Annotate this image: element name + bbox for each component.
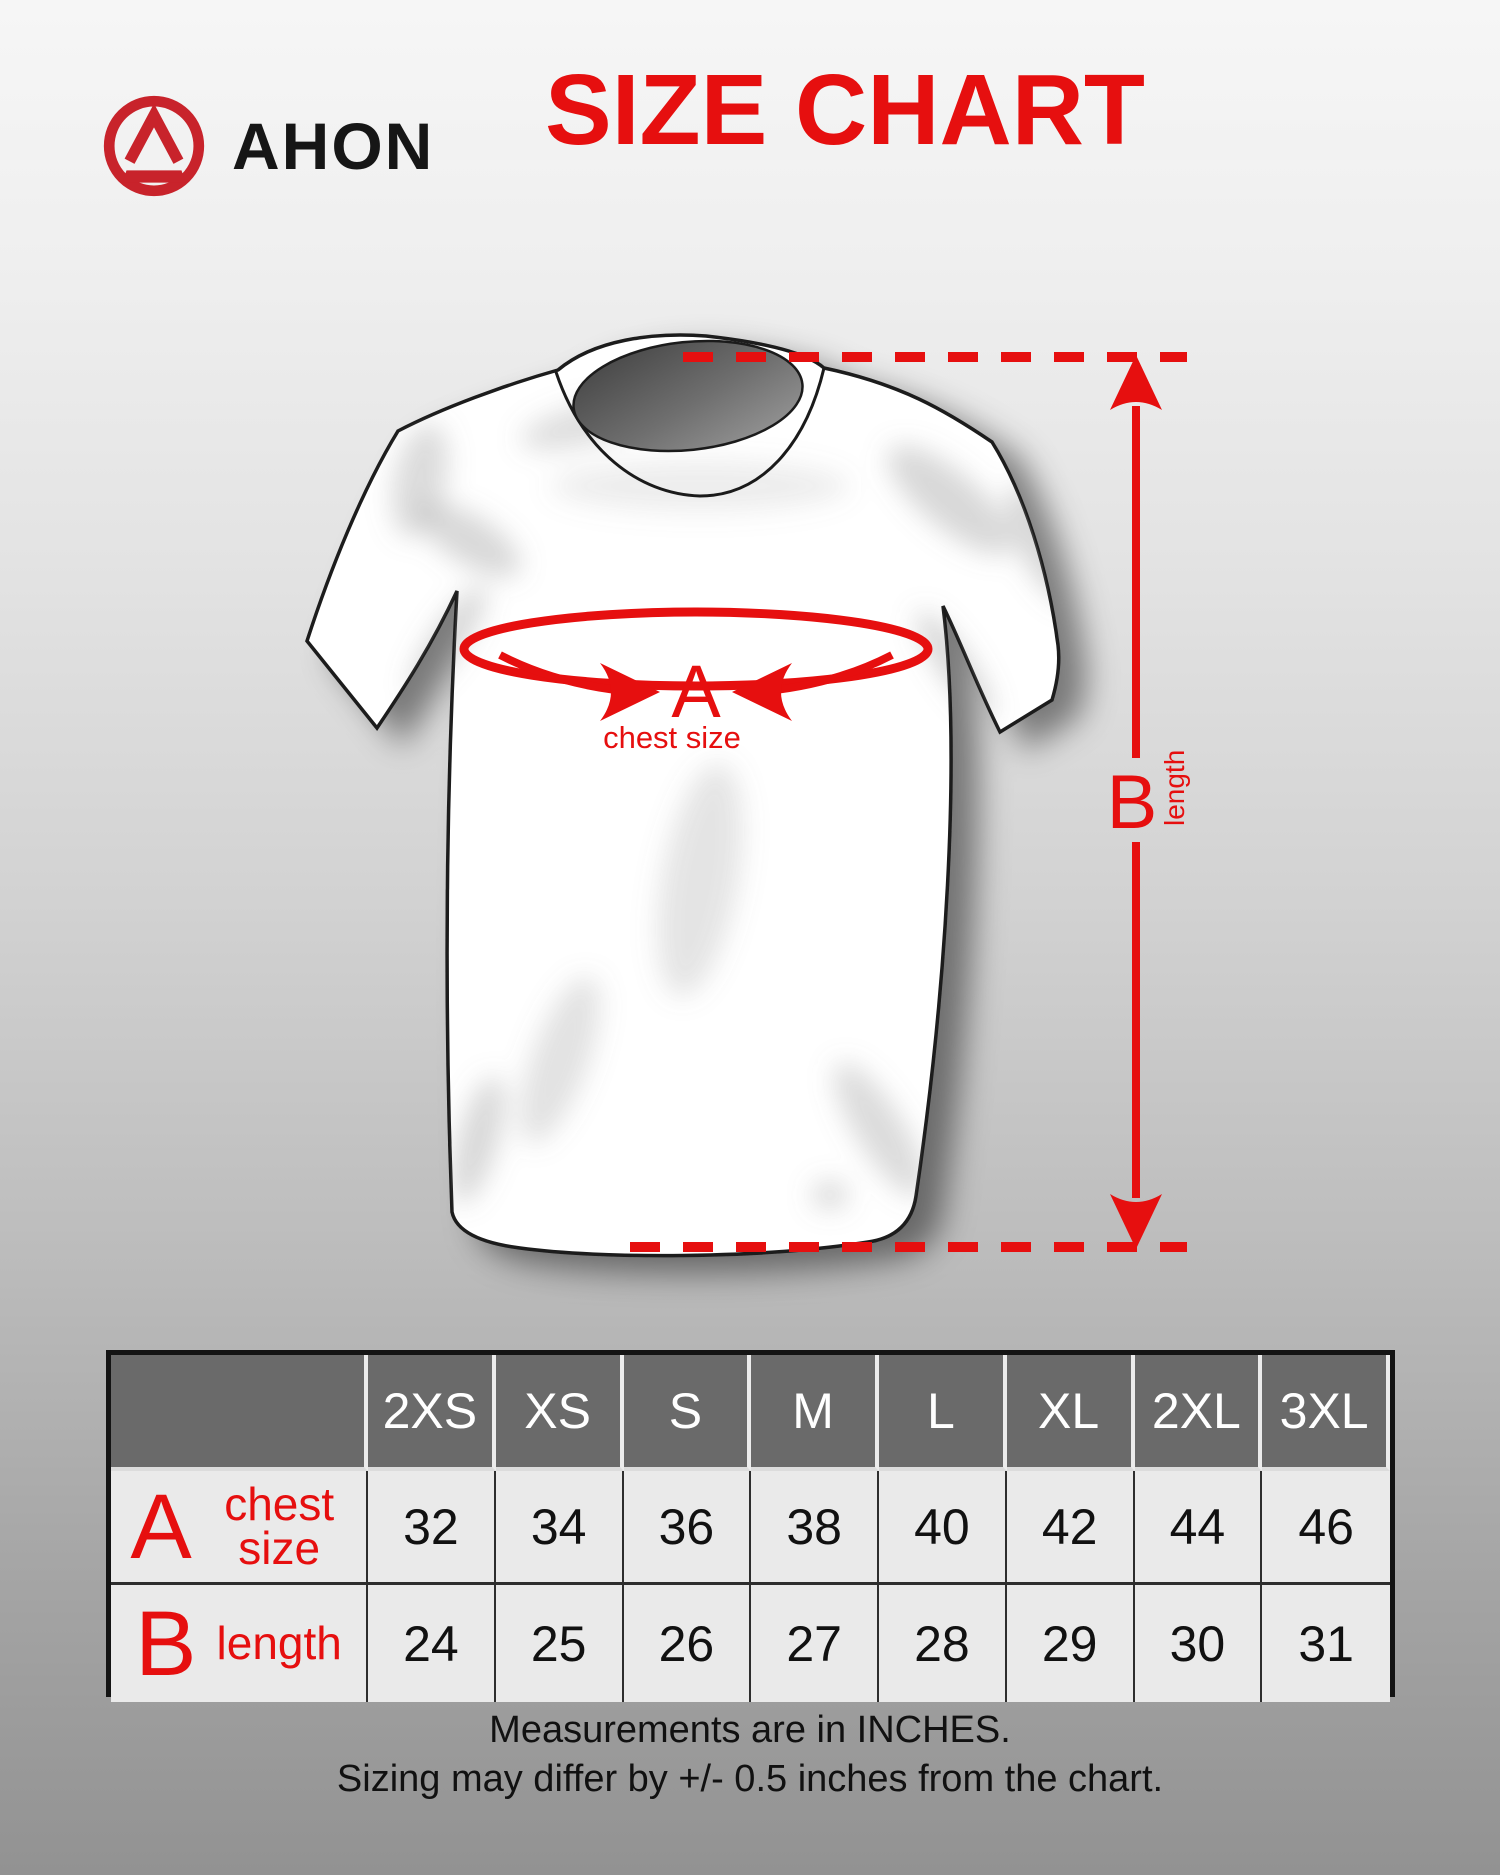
value-cell: 26 [623, 1585, 752, 1702]
value-cell: 44 [1134, 1471, 1263, 1585]
value-cell: 38 [751, 1471, 879, 1585]
chest-measure-annotation: A chest size [459, 607, 933, 755]
length-text-label: length [1159, 750, 1190, 826]
value-cell: 36 [623, 1471, 752, 1585]
chest-arrow-right-head-icon [732, 663, 792, 721]
header-cell-size: XS [495, 1355, 624, 1471]
value-cell: 42 [1006, 1471, 1135, 1585]
value-cell: 46 [1262, 1471, 1390, 1585]
measurement-note-line1: Measurements are in INCHES. [489, 1709, 1011, 1751]
collar-outer-line [554, 367, 826, 498]
value-cell: 25 [495, 1585, 624, 1702]
length-arrow-down-icon [1110, 1194, 1162, 1249]
value-cell: 34 [495, 1471, 624, 1585]
row-label-chest-size: A chest size [111, 1471, 368, 1585]
length-measure-annotation: B length [630, 352, 1190, 1252]
collar-opening [572, 339, 804, 453]
value-cell: 32 [368, 1471, 496, 1585]
header-cell-size: M [751, 1355, 879, 1471]
value-cell: 28 [879, 1585, 1007, 1702]
measurement-note: Measurements are in INCHES. Sizing may d… [0, 1706, 1500, 1805]
measurement-note-line2: Sizing may differ by +/- 0.5 inches from… [336, 1758, 1164, 1801]
header-cell-empty [111, 1355, 368, 1471]
header-cell-size: 2XS [368, 1355, 496, 1471]
size-table: 2XS XS S M L XL 2XL 3XL A chest size 32 … [106, 1350, 1395, 1702]
tshirt-illustration: A chest size B length [305, 333, 1190, 1258]
page-title: SIZE CHART [545, 54, 1145, 166]
brand-name: AHON [232, 109, 435, 183]
row-letter-a: A [130, 1475, 192, 1578]
brand-logo: AHON [98, 90, 434, 202]
chest-arrow-left-head-icon [600, 663, 660, 721]
row-label-text: length [216, 1616, 342, 1669]
chest-letter-label: A [671, 650, 721, 733]
value-cell: 31 [1262, 1585, 1390, 1702]
length-letter-label: B [1107, 760, 1158, 845]
value-cell: 24 [368, 1585, 496, 1702]
header-cell-size: XL [1006, 1355, 1135, 1471]
row-label-length: B length [111, 1585, 368, 1702]
value-cell: 40 [879, 1471, 1007, 1585]
header-cell-size: L [879, 1355, 1007, 1471]
value-cell: 27 [751, 1585, 879, 1702]
brand-logo-icon [103, 95, 205, 197]
header-cell-size: S [623, 1355, 752, 1471]
header-cell-size: 3XL [1262, 1355, 1390, 1471]
chest-ellipse [459, 607, 933, 691]
header-cell-size: 2XL [1134, 1355, 1263, 1471]
chest-size-label: chest size [603, 720, 741, 755]
value-cell: 29 [1006, 1585, 1135, 1702]
row-letter-b: B [135, 1592, 197, 1695]
value-cell: 30 [1134, 1585, 1263, 1702]
row-label-text: chest size [224, 1477, 335, 1574]
length-arrow-up-icon [1110, 355, 1162, 410]
